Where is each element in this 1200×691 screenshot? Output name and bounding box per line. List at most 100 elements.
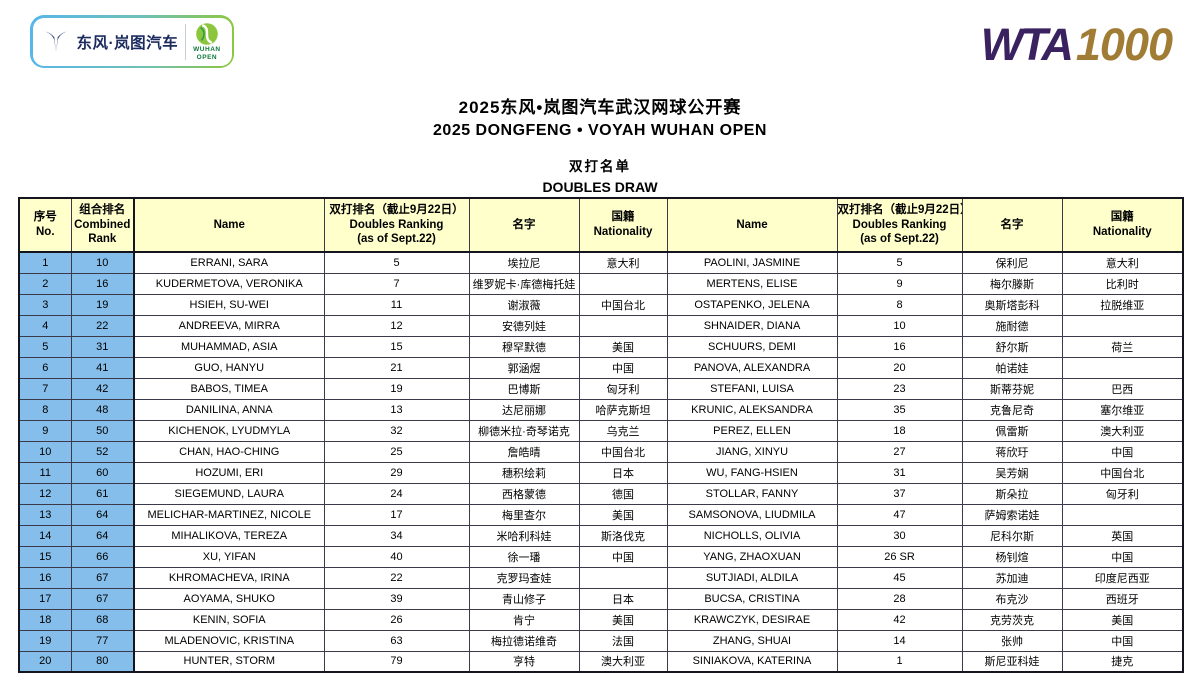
cell-name2: SINIAKOVA, KATERINA	[666, 650, 838, 673]
cell-cn1: 郭涵煜	[468, 356, 580, 379]
table-row: 7 42 BABOS, TIMEA 19 巴博斯 匈牙利 STEFANI, LUISA 23 斯…	[18, 377, 1184, 400]
cell-cn1: 徐一璠	[468, 545, 580, 568]
cell-name1: MUHAMMAD, ASIA	[133, 335, 325, 358]
cell-cn1: 维罗妮卡·库德梅托娃	[468, 272, 580, 295]
cell-cn2: 斯朵拉	[961, 482, 1063, 505]
cell-cn2: 帕诺娃	[961, 356, 1063, 379]
cell-nat1: 美国	[578, 503, 668, 526]
cell-name2: ZHANG, SHUAI	[666, 629, 838, 652]
cell-rank1: 21	[323, 356, 470, 379]
cell-no: 6	[18, 356, 72, 379]
cell-combined: 66	[70, 545, 135, 568]
cell-cn1: 梅拉德诺维奇	[468, 629, 580, 652]
cell-no: 9	[18, 419, 72, 442]
cell-combined: 22	[70, 314, 135, 337]
cell-rank2: 47	[836, 503, 963, 526]
cell-nat1: 中国台北	[578, 293, 668, 316]
cell-cn1: 米哈利科娃	[468, 524, 580, 547]
cell-rank2: 20	[836, 356, 963, 379]
cell-name1: AOYAMA, SHUKO	[133, 587, 325, 610]
cell-nat1: 哈萨克斯坦	[578, 398, 668, 421]
table-row: 8 48 DANILINA, ANNA 13 达尼丽娜 哈萨克斯坦 KRUNIC, ALEK…	[18, 398, 1184, 421]
wuhan-open-text-line1: WUHAN	[193, 46, 221, 53]
cell-nat2	[1061, 314, 1184, 337]
cell-cn2: 布克沙	[961, 587, 1063, 610]
column-header-no: 序号 No.	[18, 197, 72, 253]
cell-combined: 68	[70, 608, 135, 631]
table-row: 12 61 SIEGEMUND, LAURA 24 西格蒙德 德国 STOLLAR, FAN…	[18, 482, 1184, 505]
cell-rank1: 5	[323, 251, 470, 274]
cell-name1: HOZUMI, ERI	[133, 461, 325, 484]
cell-no: 14	[18, 524, 72, 547]
cell-nat2: 中国	[1061, 545, 1184, 568]
cell-nat1: 澳大利亚	[578, 650, 668, 673]
cell-cn2: 蒋欣玗	[961, 440, 1063, 463]
cell-rank1: 63	[323, 629, 470, 652]
cell-rank2: 9	[836, 272, 963, 295]
tournament-titles: 2025东风•岚图汽车武汉网球公开赛 2025 DONGFENG • VOYAH…	[0, 93, 1200, 140]
table-row: 1 10 ERRANI, SARA 5 埃拉尼 意大利 PAOLINI, JASMINE 5 保…	[18, 251, 1184, 274]
cell-name1: MLADENOVIC, KRISTINA	[133, 629, 325, 652]
cell-no: 19	[18, 629, 72, 652]
cell-name2: BUCSA, CRISTINA	[666, 587, 838, 610]
table-row: 6 41 GUO, HANYU 21 郭涵煜 中国 PANOVA, ALEXANDRA 20 帕…	[18, 356, 1184, 379]
draw-subtitle-chinese: 双打名单	[569, 159, 631, 174]
cell-name2: KRAWCZYK, DESIRAE	[666, 608, 838, 631]
cell-cn2: 佩雷斯	[961, 419, 1063, 442]
cell-nat2: 中国	[1061, 440, 1184, 463]
cell-nat2: 西班牙	[1061, 587, 1184, 610]
cell-nat1: 斯洛伐克	[578, 524, 668, 547]
cell-combined: 41	[70, 356, 135, 379]
sponsor-brand-text: 东风·岚图汽车	[76, 34, 179, 52]
column-header-cn2: 名字	[961, 197, 1063, 253]
cell-nat1: 美国	[578, 608, 668, 631]
cell-cn2: 施耐德	[961, 314, 1063, 337]
cell-nat1: 法国	[578, 629, 668, 652]
cell-name2: SHNAIDER, DIANA	[666, 314, 838, 337]
cell-rank1: 7	[323, 272, 470, 295]
doubles-table: 序号 No. 组合排名 Combined Rank Name 双打排名（截止9月22日） Do…	[18, 197, 1184, 673]
cell-rank1: 32	[323, 419, 470, 442]
table-row: 11 60 HOZUMI, ERI 29 穗积绘莉 日本 WU, FANG-HSIEN 31 吴…	[18, 461, 1184, 484]
cell-rank1: 13	[323, 398, 470, 421]
cell-rank1: 79	[323, 650, 470, 673]
table-row: 19 77 MLADENOVIC, KRISTINA 63 梅拉德诺维奇 法国 ZHANG,…	[18, 629, 1184, 652]
cell-name2: SCHUURS, DEMI	[666, 335, 838, 358]
cell-name1: ERRANI, SARA	[133, 251, 325, 274]
cell-cn1: 梅里查尔	[468, 503, 580, 526]
cell-no: 1	[18, 251, 72, 274]
cell-nat2: 巴西	[1061, 377, 1184, 400]
cell-nat1: 中国台北	[578, 440, 668, 463]
cell-no: 16	[18, 566, 72, 589]
cell-cn2: 斯蒂芬妮	[961, 377, 1063, 400]
cell-rank2: 26 SR	[836, 545, 963, 568]
cell-rank2: 45	[836, 566, 963, 589]
table-row: 15 66 XU, YIFAN 40 徐一璠 中国 YANG, ZHAOXUAN 26 SR 杨…	[18, 545, 1184, 568]
cell-nat2: 美国	[1061, 608, 1184, 631]
cell-cn1: 詹皓晴	[468, 440, 580, 463]
table-row: 5 31 MUHAMMAD, ASIA 15 穆罕默德 美国 SCHUURS, DEMI 16…	[18, 335, 1184, 358]
cell-combined: 48	[70, 398, 135, 421]
cell-nat1: 德国	[578, 482, 668, 505]
cell-rank1: 25	[323, 440, 470, 463]
cell-nat2	[1061, 503, 1184, 526]
cell-rank2: 35	[836, 398, 963, 421]
tournament-title-english: 2025 DONGFENG • VOYAH WUHAN OPEN	[433, 122, 767, 139]
cell-combined: 67	[70, 587, 135, 610]
doubles-draw-table-wrap: 序号 No. 组合排名 Combined Rank Name 双打排名（截止9月22日） Do…	[18, 197, 1184, 673]
tournament-title-chinese: 2025东风•岚图汽车武汉网球公开赛	[458, 98, 742, 117]
cell-rank1: 17	[323, 503, 470, 526]
table-row: 2 16 KUDERMETOVA, VERONIKA 7 维罗妮卡·库德梅托娃 MERTE…	[18, 272, 1184, 295]
cell-rank2: 28	[836, 587, 963, 610]
wta-level: 1000	[1075, 19, 1173, 70]
cell-no: 13	[18, 503, 72, 526]
cell-rank1: 39	[323, 587, 470, 610]
cell-combined: 19	[70, 293, 135, 316]
table-row: 4 22 ANDREEVA, MIRRA 12 安德列娃 SHNAIDER, DIANA 1…	[18, 314, 1184, 337]
cell-nat2: 中国台北	[1061, 461, 1184, 484]
cell-name2: SUTJIADI, ALDILA	[666, 566, 838, 589]
cell-combined: 80	[70, 650, 135, 673]
cell-name2: MERTENS, ELISE	[666, 272, 838, 295]
cell-no: 2	[18, 272, 72, 295]
cell-cn1: 西格蒙德	[468, 482, 580, 505]
